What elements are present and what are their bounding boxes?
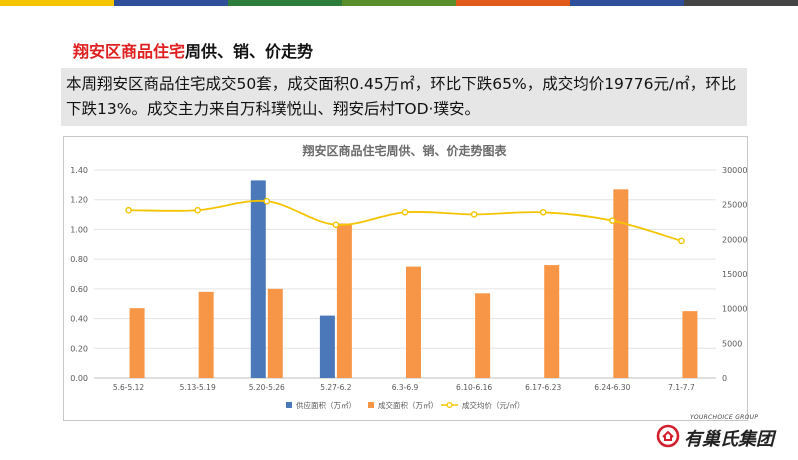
- sales-bar: [129, 308, 145, 378]
- sales-bar: [682, 311, 698, 378]
- right-tick-label: 10000: [722, 305, 747, 314]
- price-point: [263, 197, 271, 205]
- stripe-segment: [456, 0, 571, 6]
- stripe-segment: [0, 0, 115, 6]
- left-tick-label: 0.20: [70, 344, 88, 353]
- page-title: 翔安区商品住宅周供、销、价走势: [73, 38, 313, 62]
- left-tick-label: 0.00: [70, 374, 88, 383]
- stripe-segment: [570, 0, 685, 6]
- left-tick-label: 1.00: [70, 225, 88, 234]
- legend-label: 供应面积（万㎡）: [296, 400, 356, 410]
- company-name: 有巢氏集团: [684, 429, 774, 450]
- price-point: [332, 221, 340, 229]
- supply-bar: [319, 315, 335, 378]
- sales-bar: [613, 189, 629, 378]
- left-tick-label: 0.60: [70, 285, 88, 294]
- sales-bar: [336, 223, 352, 378]
- logo-tagline: YOURCHOICE GROUP: [690, 414, 759, 421]
- left-tick-label: 1.40: [70, 166, 88, 175]
- stripe-segment: [228, 0, 343, 6]
- sales-bar: [475, 293, 491, 378]
- legend-label: 成交面积（万㎡）: [378, 400, 438, 410]
- summary-text: 本周翔安区商品住宅成交50套，成交面积0.45万㎡，环比下跌65%，成交均价19…: [66, 75, 737, 118]
- x-axis-labels: 5.6-5.12 5.13-5.19 5.20-5.26 5.27-6.2 6.3-6.…: [113, 383, 695, 392]
- right-tick-label: 5000: [722, 339, 742, 348]
- price-line-path: [128, 199, 682, 242]
- right-tick-label: 0: [722, 374, 727, 383]
- chart-title: 翔安区商品住宅周供、销、价走势图表: [302, 144, 507, 158]
- stripe-segment: [114, 0, 229, 6]
- price-point: [194, 206, 201, 214]
- page-title-rest: 周供、销、价走势: [185, 42, 314, 61]
- page-title-highlight: 翔安区商品住宅: [73, 42, 186, 61]
- left-tick-label: 1.20: [70, 196, 88, 205]
- right-axis-ticks: 0 5000 10000 15000 20000 25000 30000: [722, 166, 747, 383]
- price-point: [401, 208, 409, 216]
- price-point: [678, 237, 685, 245]
- left-tick-label: 0.40: [70, 315, 88, 324]
- legend-swatch: [286, 402, 292, 408]
- right-tick-label: 15000: [722, 270, 747, 279]
- summary-box: [61, 68, 747, 126]
- x-tick-label: 5.13-5.19: [180, 383, 216, 392]
- price-point: [125, 206, 132, 214]
- x-tick-label: 5.27-6.2: [320, 383, 352, 392]
- price-point: [609, 217, 616, 224]
- supply-bar: [250, 180, 266, 378]
- price-point: [539, 208, 547, 216]
- price-point: [470, 211, 478, 218]
- x-tick-label: 6.3-6.9: [392, 383, 419, 392]
- x-tick-label: 5.20-5.26: [249, 383, 285, 392]
- x-tick-label: 6.17-6.23: [525, 383, 561, 392]
- sales-bar: [544, 265, 560, 378]
- stripe-segment: [684, 0, 798, 6]
- chart-gridlines: [94, 169, 716, 379]
- x-tick-label: 7.1-7.7: [668, 383, 695, 392]
- sales-bar: [267, 288, 283, 378]
- x-tick-label: 5.6-5.12: [113, 383, 145, 392]
- sales-bar: [406, 266, 421, 378]
- chart-bars: [129, 180, 698, 378]
- left-tick-label: 0.80: [70, 255, 88, 264]
- chart-frame: [63, 136, 748, 421]
- x-tick-label: 6.24-6.30: [594, 383, 630, 392]
- stripe-segment: [342, 0, 457, 6]
- left-axis-ticks: 0.00 0.20 0.40 0.60 0.80 1.00 1.20 1.40: [70, 166, 88, 383]
- right-tick-label: 20000: [722, 235, 747, 244]
- legend-swatch: [368, 402, 374, 408]
- company-logo-icon: [656, 424, 680, 448]
- price-line: [125, 197, 685, 245]
- sales-bar: [198, 291, 214, 378]
- legend-label: 成交均价（元/㎡）: [462, 400, 525, 410]
- right-tick-label: 30000: [722, 166, 747, 175]
- legend-marker: [446, 402, 453, 409]
- x-tick-label: 6.10-6.16: [456, 383, 492, 392]
- right-tick-label: 25000: [722, 201, 747, 210]
- chart-legend: 供应面积（万㎡） 成交面积（万㎡） 成交均价（元/㎡）: [286, 400, 525, 410]
